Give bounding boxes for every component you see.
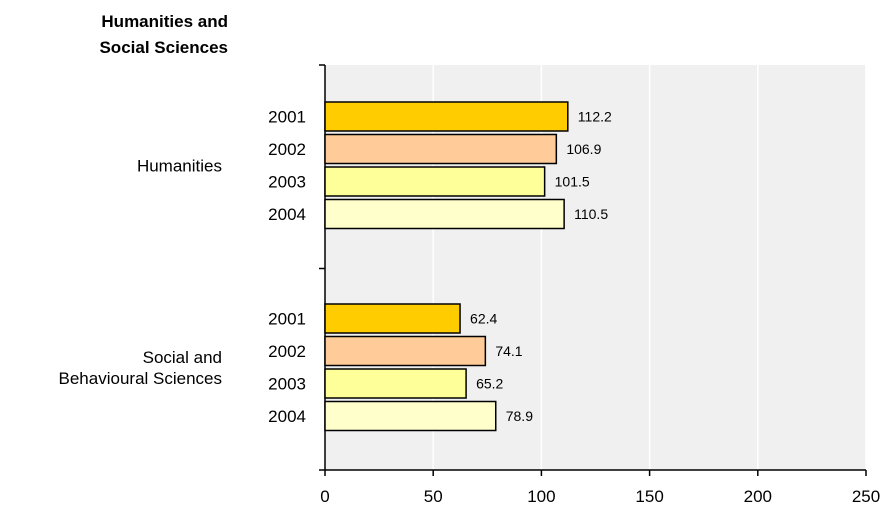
data-label: 65.2 <box>476 376 503 392</box>
bar <box>324 368 467 399</box>
data-label: 74.1 <box>495 343 522 359</box>
data-label: 110.5 <box>574 206 608 222</box>
bar <box>324 303 461 334</box>
chart-title: Humanities and Social Sciences <box>58 9 228 61</box>
chart-title-line-2: Social Sciences <box>99 38 228 57</box>
x-tick-label: 0 <box>320 487 329 506</box>
year-label: 2004 <box>268 205 306 224</box>
x-tick-label: 50 <box>424 487 443 506</box>
bar <box>324 101 569 132</box>
year-label: 2002 <box>268 140 306 159</box>
year-label: 2001 <box>268 310 306 329</box>
bar <box>324 198 565 230</box>
data-label: 78.9 <box>506 408 533 424</box>
chart-title-line-1: Humanities and <box>101 12 228 31</box>
year-label: 2001 <box>268 108 306 127</box>
year-label: 2002 <box>268 342 306 361</box>
data-label: 101.5 <box>555 174 590 190</box>
x-tick-label: 250 <box>852 487 880 506</box>
bar <box>324 400 497 432</box>
data-label: 62.4 <box>470 311 497 327</box>
bar <box>324 133 558 165</box>
category-label: Humanities <box>137 156 222 175</box>
data-label: 106.9 <box>566 141 601 157</box>
data-label: 112.2 <box>578 109 612 125</box>
category-label: Behavioural Sciences <box>59 369 222 388</box>
x-tick-label: 150 <box>635 487 663 506</box>
category-label: Social and <box>143 348 222 367</box>
bar <box>324 335 487 367</box>
bar <box>324 166 546 197</box>
year-label: 2004 <box>268 407 306 426</box>
x-tick-label: 100 <box>527 487 555 506</box>
year-label: 2003 <box>268 173 306 192</box>
x-tick-label: 200 <box>744 487 772 506</box>
year-label: 2003 <box>268 375 306 394</box>
